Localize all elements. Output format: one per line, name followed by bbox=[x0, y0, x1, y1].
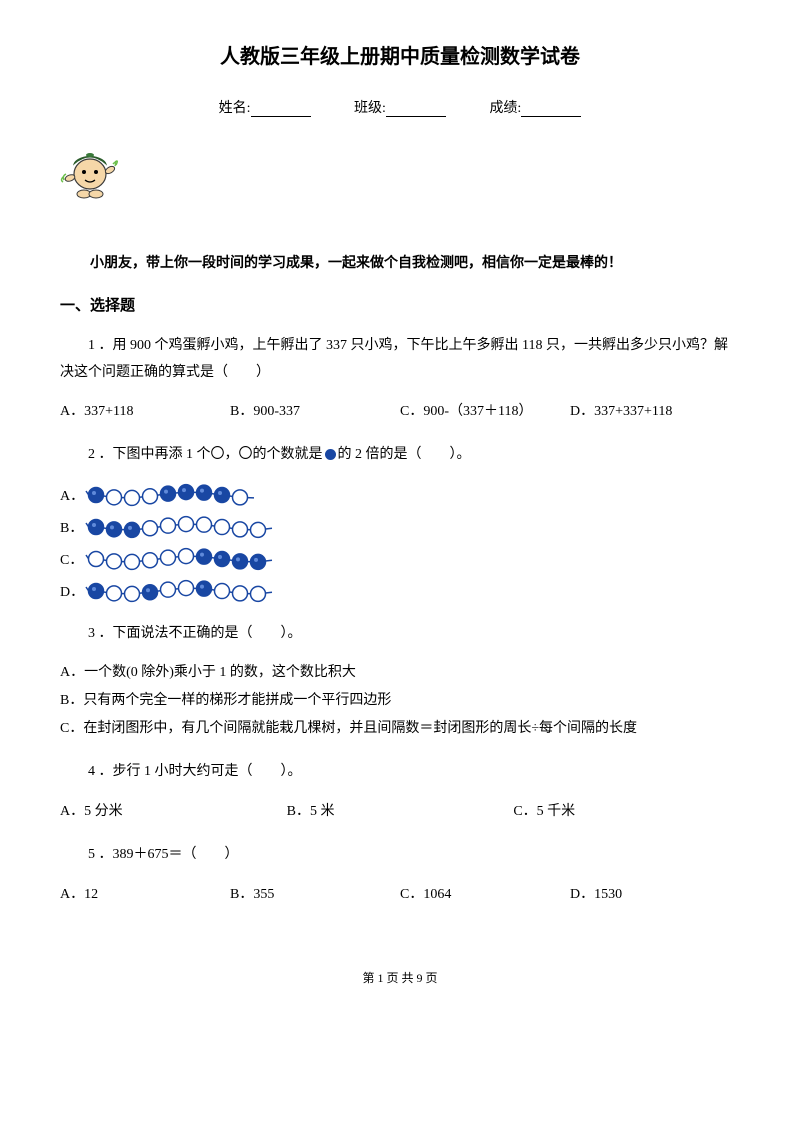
q4-optA[interactable]: A．5 分米 bbox=[60, 798, 287, 826]
exam-title: 人教版三年级上册期中质量检测数学试卷 bbox=[60, 40, 740, 69]
q3-optB[interactable]: B．只有两个完全一样的梯形才能拼成一个平行四边形 bbox=[60, 687, 740, 715]
beads-A bbox=[84, 481, 264, 509]
q3-optC[interactable]: C．在封闭图形中，有几个间隔就能栽几棵树，并且间隔数＝封闭图形的周长÷每个间隔的… bbox=[60, 715, 740, 743]
q4-text: 4 ．步行 1 小时大约可走（ ）。 bbox=[60, 759, 740, 786]
q2-text: 2 ．下图中再添 1 个〇，〇的个数就是的 2 倍的是（ ）。 bbox=[60, 442, 740, 469]
q2-optB[interactable]: B． bbox=[60, 513, 740, 541]
q5-optC[interactable]: C．1064 bbox=[400, 881, 570, 909]
q2-optC[interactable]: C． bbox=[60, 545, 740, 573]
q5-optB[interactable]: B．355 bbox=[230, 881, 400, 909]
page-footer: 第 1 页 共 9 页 bbox=[60, 969, 740, 986]
mascot-icon bbox=[60, 142, 120, 207]
beads-B bbox=[84, 513, 282, 541]
score-label: 成绩: bbox=[489, 101, 521, 116]
q1-optB[interactable]: B．900-337 bbox=[230, 398, 400, 426]
name-label: 姓名: bbox=[219, 101, 251, 116]
q2-text-after: 的 2 倍的是（ ）。 bbox=[338, 447, 471, 462]
q4-optC[interactable]: C．5 千米 bbox=[513, 798, 740, 826]
q3-optA[interactable]: A．一个数(0 除外)乘小于 1 的数，这个数比积大 bbox=[60, 659, 740, 687]
q3-options: A．一个数(0 除外)乘小于 1 的数，这个数比积大 B．只有两个完全一样的梯形… bbox=[60, 659, 740, 743]
q2-labelC: C． bbox=[60, 549, 84, 569]
q1-options: A．337+118 B．900-337 C．900-（337＋118） D．33… bbox=[60, 398, 740, 426]
filled-circle-icon bbox=[325, 449, 336, 460]
q3-text: 3 ．下面说法不正确的是（ ）。 bbox=[60, 621, 740, 648]
q5-options: A．12 B．355 C．1064 D．1530 bbox=[60, 881, 740, 909]
q1-optD[interactable]: D．337+337+118 bbox=[570, 398, 740, 426]
class-blank[interactable] bbox=[386, 116, 446, 117]
q5-optA[interactable]: A．12 bbox=[60, 881, 230, 909]
q1-optA[interactable]: A．337+118 bbox=[60, 398, 230, 426]
beads-D bbox=[84, 577, 282, 605]
name-blank[interactable] bbox=[251, 116, 311, 117]
student-info-line: 姓名: 班级: 成绩: bbox=[60, 97, 740, 117]
q4-options: A．5 分米 B．5 米 C．5 千米 bbox=[60, 798, 740, 826]
section1-header: 一、选择题 bbox=[60, 294, 740, 315]
q1-text: 1 ．用 900 个鸡蛋孵小鸡，上午孵出了 337 只小鸡，下午比上午多孵出 1… bbox=[60, 333, 740, 386]
q2-text-before: 2 ．下图中再添 1 个〇，〇的个数就是 bbox=[88, 447, 323, 462]
q1-optC[interactable]: C．900-（337＋118） bbox=[400, 398, 570, 426]
q5-optD[interactable]: D．1530 bbox=[570, 881, 740, 909]
score-blank[interactable] bbox=[521, 116, 581, 117]
q5-text: 5 ．389＋675＝（ ） bbox=[60, 842, 740, 869]
q2-optA[interactable]: A． bbox=[60, 481, 740, 509]
class-label: 班级: bbox=[354, 101, 386, 116]
q2-labelA: A． bbox=[60, 485, 84, 505]
q2-optD[interactable]: D． bbox=[60, 577, 740, 605]
q2-labelD: D． bbox=[60, 581, 84, 601]
q2-options: A． B． C． D． bbox=[60, 481, 740, 605]
q2-labelB: B． bbox=[60, 517, 84, 537]
q4-optB[interactable]: B．5 米 bbox=[287, 798, 514, 826]
beads-C bbox=[84, 545, 282, 573]
intro-text: 小朋友，带上你一段时间的学习成果，一起来做个自我检测吧，相信你一定是最棒的！ bbox=[90, 252, 740, 272]
